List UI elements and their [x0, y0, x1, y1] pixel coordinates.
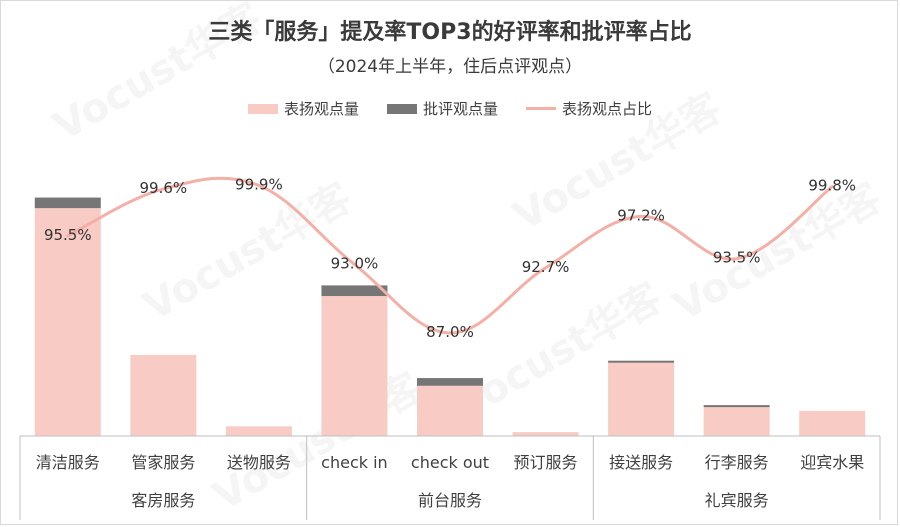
legend-label-criticism: 批评观点量 — [422, 100, 498, 118]
legend-item-praise: 表扬观点量 — [247, 98, 359, 119]
x-tick-label: check in — [321, 453, 388, 472]
x-tick-label: 清洁服务 — [36, 453, 100, 472]
x-group-label: 客房服务 — [131, 491, 195, 510]
bar-criticism — [34, 197, 101, 209]
x-tick-label: 管家服务 — [131, 453, 195, 472]
bar-criticism — [608, 360, 675, 363]
bar-praise — [417, 385, 483, 436]
ratio-data-label: 97.2% — [617, 206, 665, 224]
ratio-data-label: 87.0% — [426, 323, 474, 341]
ratio-data-label: 99.6% — [140, 179, 188, 197]
ratio-line — [66, 176, 834, 335]
bar-praise — [608, 362, 675, 436]
ratio-data-label: 99.9% — [235, 175, 283, 193]
ratio-data-label: 93.0% — [331, 254, 379, 272]
bar-criticism — [321, 285, 388, 297]
bar-criticism — [417, 378, 483, 386]
x-tick-label: 行李服务 — [705, 453, 769, 472]
legend-item-criticism: 批评观点量 — [386, 98, 498, 119]
bar-praise — [799, 410, 866, 436]
bar-praise — [225, 426, 292, 436]
x-tick-label: 预订服务 — [514, 453, 578, 472]
bar-praise — [130, 354, 197, 436]
x-tick-label: 送物服务 — [227, 453, 291, 472]
ratio-data-label: 99.8% — [808, 177, 856, 195]
chart-title: 三类「服务」提及率TOP3的好评率和批评率占比 — [208, 20, 692, 45]
legend-swatch-criticism — [386, 103, 417, 114]
bar-praise — [321, 296, 388, 436]
bar-criticism — [703, 405, 770, 408]
chart-subtitle: （2024年上半年，住后点评观点） — [317, 57, 583, 77]
bar-praise — [703, 407, 770, 436]
bar-praise — [34, 208, 101, 436]
x-group-label: 前台服务 — [418, 491, 482, 510]
x-tick-label: 迎宾水果 — [800, 453, 864, 472]
ratio-data-label: 95.5% — [44, 226, 92, 244]
legend-label-ratio: 表扬观点占比 — [562, 100, 653, 118]
bar-praise — [512, 432, 579, 436]
ratio-data-label: 93.5% — [713, 249, 761, 267]
legend-swatch-ratio — [526, 107, 556, 110]
legend-swatch-praise — [247, 103, 278, 114]
ratio-data-label: 92.7% — [522, 258, 570, 276]
x-tick-label: check out — [411, 453, 489, 472]
legend-item-ratio: 表扬观点占比 — [526, 98, 652, 119]
legend-label-praise: 表扬观点量 — [283, 100, 359, 118]
x-tick-label: 接送服务 — [609, 453, 673, 472]
chart-legend: 表扬观点量 批评观点量 表扬观点占比 — [0, 98, 900, 119]
x-group-label: 礼宾服务 — [705, 491, 769, 510]
